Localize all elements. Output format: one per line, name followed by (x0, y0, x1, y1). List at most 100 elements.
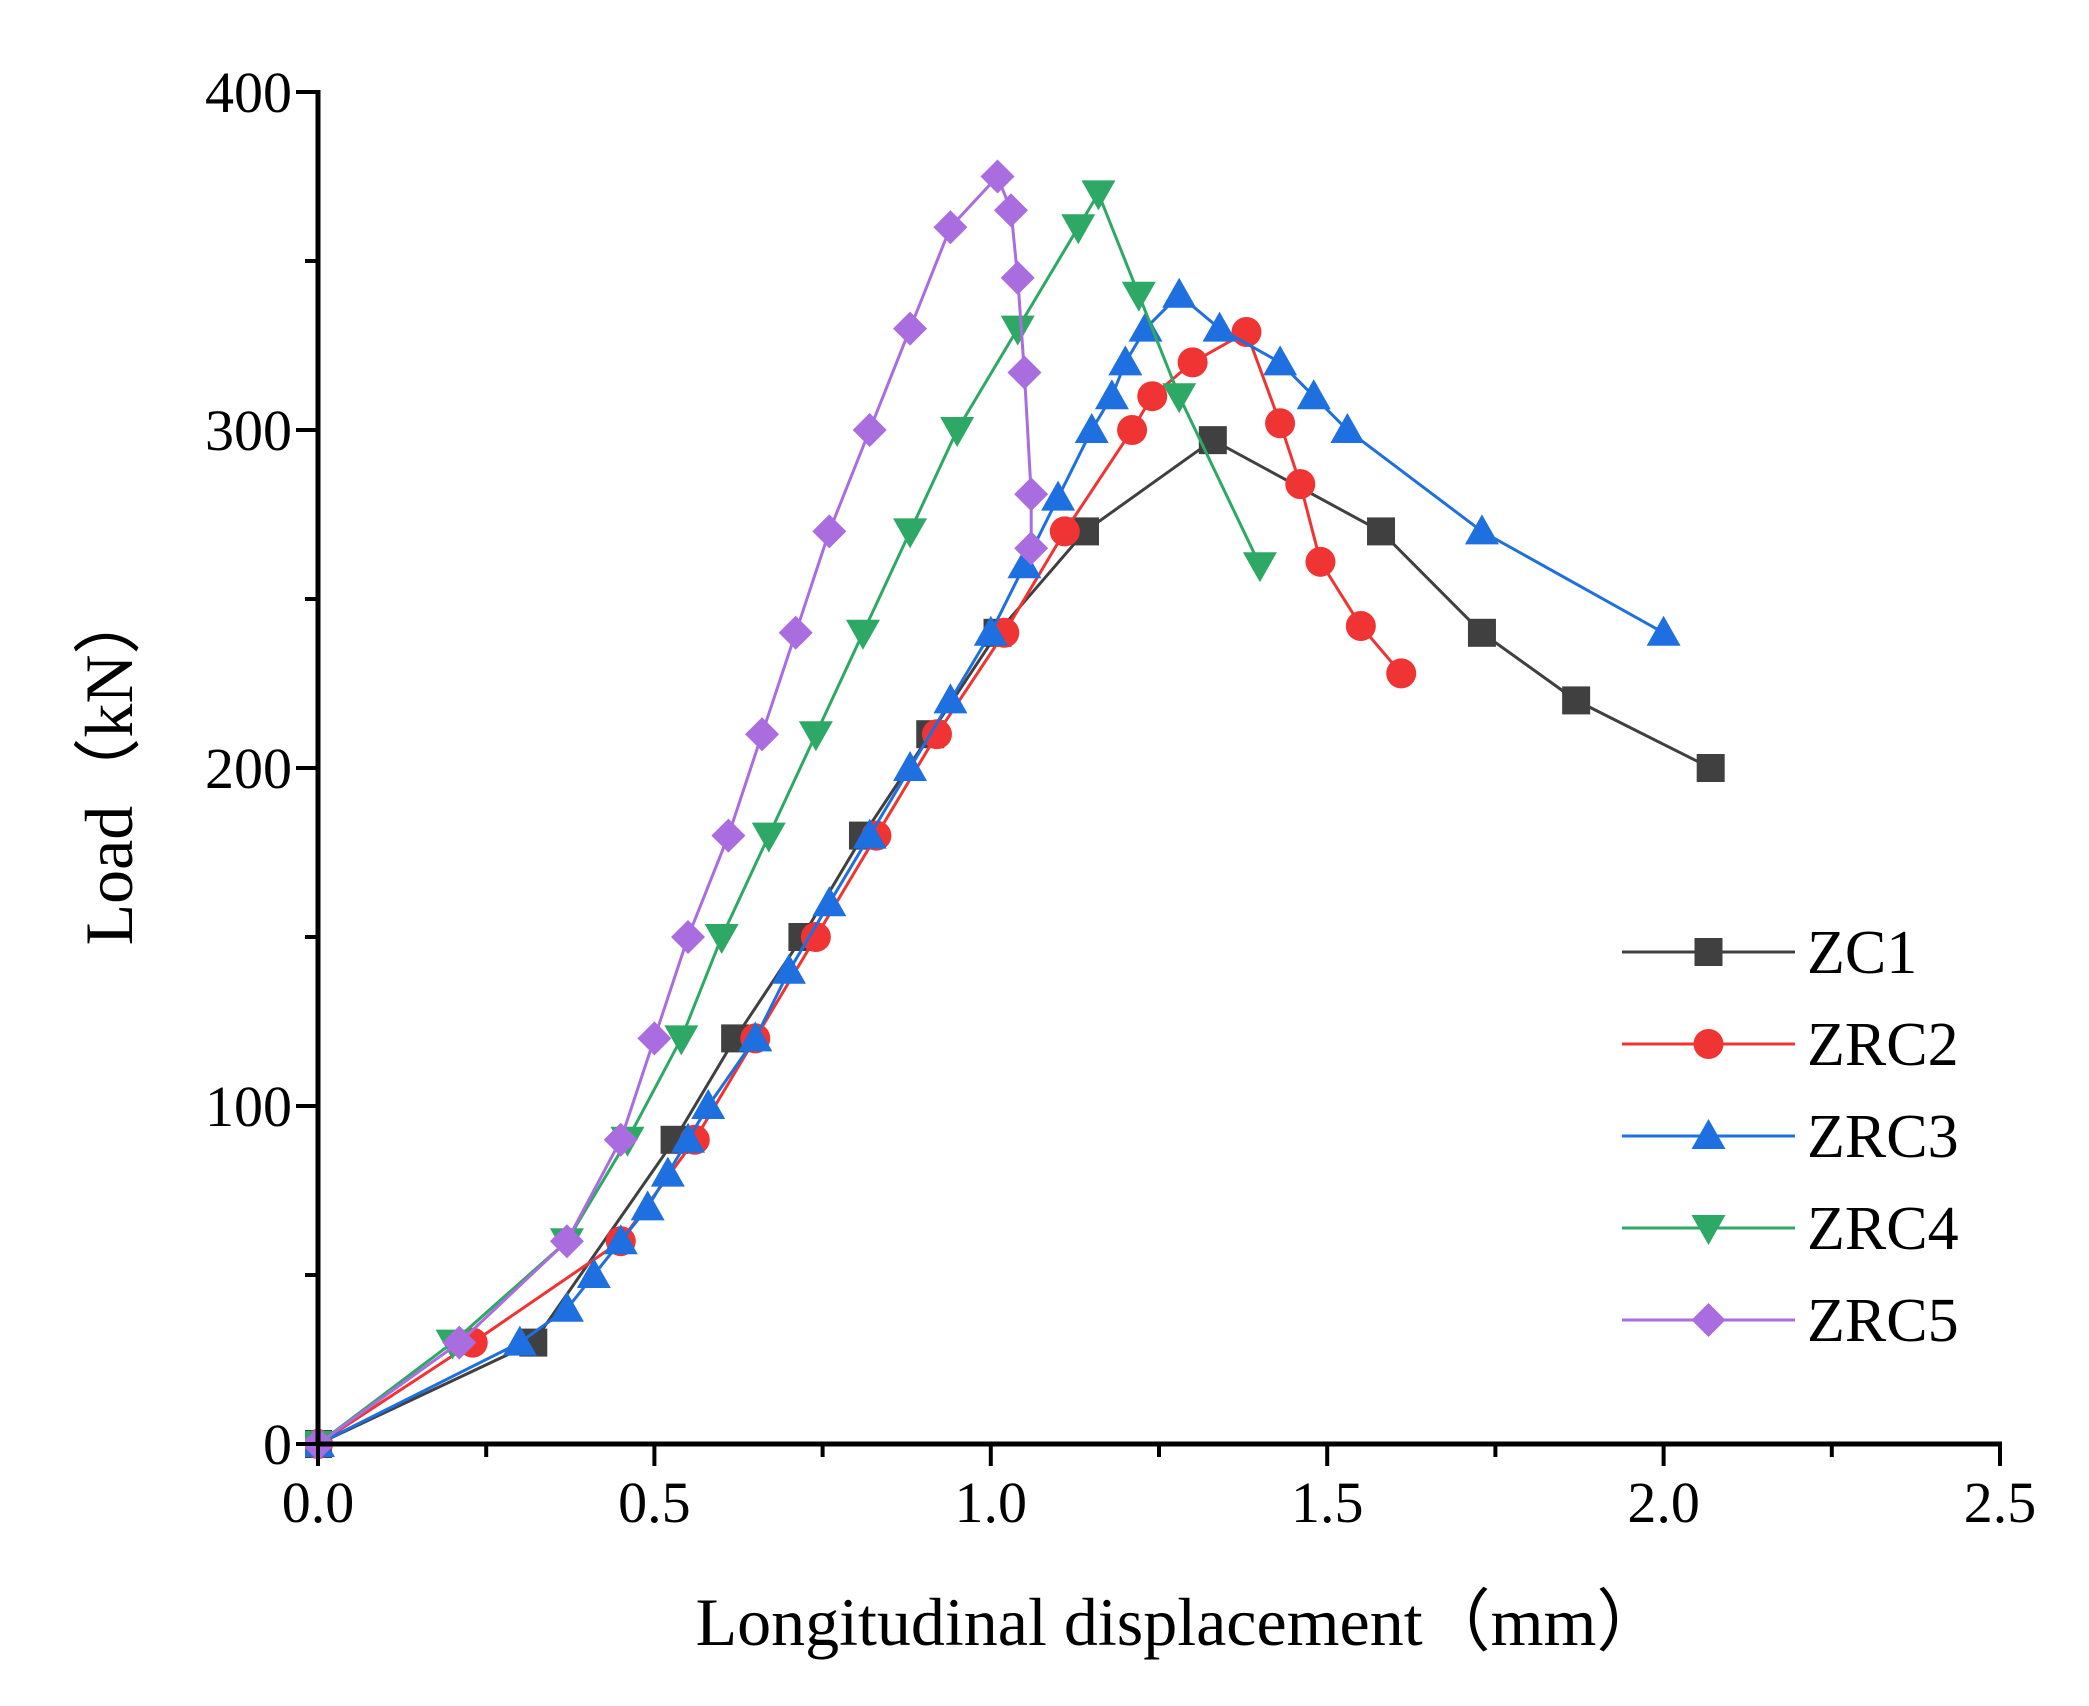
y-axis-title: Load（kN） (71, 587, 147, 946)
data-point-zrc3 (1202, 311, 1237, 342)
data-point-zrc2 (1137, 381, 1168, 412)
legend-label: ZRC4 (1807, 1195, 1959, 1263)
data-point-zrc3 (1041, 480, 1076, 511)
data-point-zrc2 (921, 719, 952, 750)
axes (296, 90, 2002, 1466)
data-point-zrc4 (1242, 552, 1277, 583)
x-tick-label: 0.0 (282, 1470, 355, 1535)
data-point-zrc4 (893, 518, 928, 549)
data-point-zrc5 (637, 1021, 672, 1056)
data-point-zrc5 (933, 210, 968, 245)
data-point-zrc3 (630, 1190, 665, 1221)
legend-marker (1691, 1215, 1726, 1245)
data-point-zrc3 (1464, 514, 1499, 545)
x-axis-title: Longitudinal displacement（mm） (696, 1584, 1665, 1660)
data-point-zrc2 (1049, 516, 1080, 547)
data-point-zrc3 (1330, 413, 1365, 443)
series-zrc2 (305, 316, 1417, 1459)
data-point-zrc3 (1007, 548, 1042, 579)
data-point-zrc5 (893, 311, 928, 346)
data-point-zrc5 (1007, 355, 1042, 390)
data-point-zrc5 (980, 159, 1015, 194)
data-point-zrc4 (798, 721, 833, 752)
data-point-zrc4 (1000, 315, 1035, 346)
legend-marker (1694, 938, 1723, 966)
legend-label: ZC1 (1807, 919, 1917, 987)
data-point-zrc5 (1014, 477, 1049, 512)
legend-label: ZRC3 (1807, 1103, 1959, 1171)
data-point-zrc2 (1345, 611, 1376, 642)
data-point-zrc5 (993, 193, 1028, 228)
tick-labels: 0.0 0.5 1.0 1.5 2.0 2.5 0 100 200 300 400 (205, 60, 2036, 1535)
data-point-zrc2 (1265, 408, 1296, 439)
legend-marker (1691, 1303, 1726, 1337)
data-point-zc1 (1562, 686, 1591, 715)
data-point-zrc4 (1061, 214, 1096, 245)
data-point-zrc2 (1177, 347, 1208, 378)
data-point-zrc4 (704, 924, 739, 954)
data-point-zrc5 (745, 717, 780, 752)
series-zrc3 (305, 277, 1681, 1457)
legend-label: ZRC2 (1807, 1011, 1959, 1079)
x-tick-label: 2.0 (1627, 1470, 1700, 1535)
data-point-zrc3 (650, 1156, 685, 1187)
data-point-zrc2 (1117, 415, 1148, 445)
data-point-zrc3 (1108, 345, 1143, 376)
data-point-zrc5 (1014, 531, 1049, 566)
data-point-zrc3 (671, 1122, 706, 1153)
series-line-zrc3 (317, 292, 1665, 1446)
data-point-zrc5 (442, 1325, 477, 1360)
data-point-zrc4 (1081, 180, 1116, 211)
y-tick-label: 0 (263, 1412, 292, 1477)
data-point-zrc3 (1263, 345, 1298, 376)
data-point-zrc3 (1074, 413, 1109, 443)
data-point-zrc3 (1296, 379, 1331, 410)
data-point-zrc3 (893, 751, 928, 781)
data-point-zrc5 (671, 920, 706, 954)
data-point-zrc4 (940, 417, 975, 447)
y-tick-label: 400 (205, 60, 292, 125)
data-point-zrc4 (1162, 383, 1197, 414)
data-point-zrc3 (1162, 277, 1197, 308)
legend-item-zrc4: ZRC4 (1622, 1195, 1959, 1263)
legend-marker (1693, 1029, 1724, 1059)
data-point-zrc5 (1000, 260, 1035, 295)
data-point-zrc3 (852, 818, 887, 849)
x-tick-label: 1.5 (1291, 1470, 1364, 1535)
data-point-zrc2 (800, 922, 831, 952)
legend-item-zc1: ZC1 (1622, 919, 1917, 987)
data-point-zrc2 (1285, 469, 1316, 500)
data-point-zrc3 (1646, 615, 1681, 646)
data-point-zrc5 (603, 1122, 638, 1157)
data-point-zrc2 (1305, 546, 1336, 577)
data-point-zrc4 (1121, 281, 1156, 312)
data-point-zrc3 (738, 1021, 773, 1052)
data-point-zrc5 (812, 514, 847, 549)
data-point-zrc3 (603, 1224, 638, 1255)
legend-item-zrc3: ZRC3 (1622, 1103, 1959, 1171)
data-point-zrc4 (751, 822, 786, 853)
legend: ZC1 ZRC2 ZRC3 ZRC4 ZRC5 (1622, 919, 1959, 1355)
data-point-zrc2 (1386, 658, 1417, 689)
data-point-zrc5 (711, 818, 746, 853)
series-line-zc1 (317, 438, 1712, 1446)
data-point-zc1 (1696, 754, 1725, 782)
series-zrc5 (305, 159, 1049, 1461)
legend-label: ZRC5 (1807, 1287, 1959, 1355)
data-point-zrc4 (845, 619, 880, 650)
series-line-zrc5 (317, 173, 1033, 1446)
x-tick-label: 0.5 (618, 1470, 691, 1535)
data-point-zc1 (1367, 517, 1396, 546)
series-layer (305, 159, 1725, 1461)
data-point-zrc3 (691, 1089, 726, 1119)
series-line-zrc2 (317, 329, 1403, 1446)
data-point-zrc5 (549, 1224, 584, 1259)
legend-item-zrc5: ZRC5 (1622, 1287, 1959, 1355)
legend-marker (1691, 1119, 1726, 1149)
x-tick-label: 1.0 (955, 1470, 1028, 1535)
data-point-zrc3 (1094, 379, 1129, 410)
data-point-zrc3 (502, 1325, 537, 1356)
series-zc1 (305, 426, 1725, 1458)
data-point-zc1 (1467, 618, 1496, 647)
